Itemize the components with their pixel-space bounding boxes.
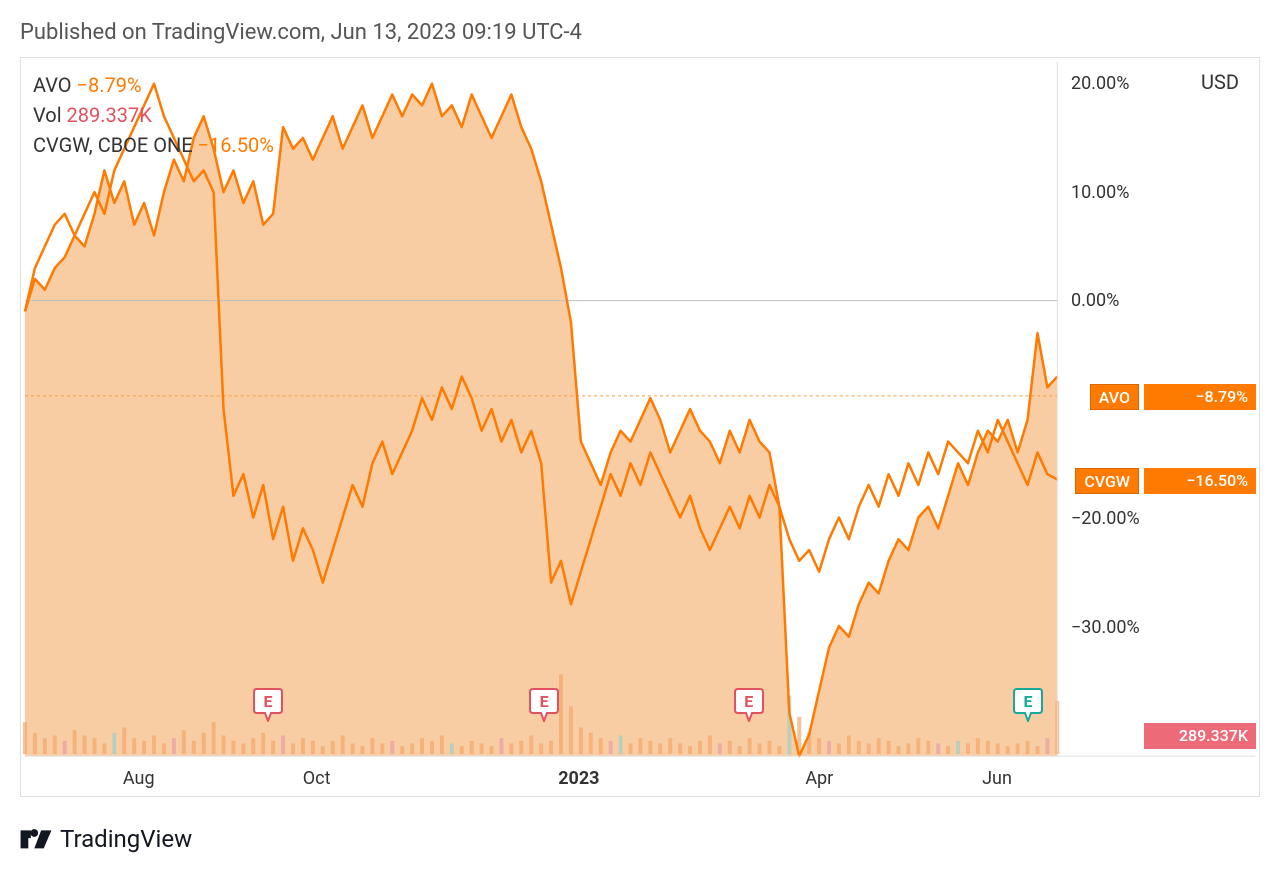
y-tick-label: 0.00% xyxy=(1071,290,1119,311)
price-tag-avo-label: AVO xyxy=(1090,384,1139,410)
x-tick-label: Aug xyxy=(123,768,155,789)
earnings-marker-icon[interactable]: E xyxy=(253,688,283,722)
legend-row-cvgw: CVGW, CBOE ONE −16.50% xyxy=(33,130,274,160)
price-tag-cvgw-value: −16.50% xyxy=(1144,468,1256,494)
x-tick-label: 2023 xyxy=(558,768,599,789)
legend-avo-ticker: AVO xyxy=(33,73,72,97)
price-tag-vol-value: 289.337K xyxy=(1144,723,1256,749)
price-tag-cvgw-label: CVGW xyxy=(1075,468,1139,494)
y-tick-label: −30.00% xyxy=(1071,617,1140,638)
legend-vol-value: 289.337K xyxy=(67,103,152,127)
x-tick-label: Oct xyxy=(303,768,331,789)
earnings-marker-icon[interactable]: E xyxy=(734,688,764,722)
legend-row-avo: AVO −8.79% xyxy=(33,70,274,100)
legend-cvgw-value: −16.50% xyxy=(198,133,274,157)
x-tick-label: Jun xyxy=(982,768,1012,789)
chart-container[interactable]: AVO −8.79% Vol 289.337K CVGW, CBOE ONE −… xyxy=(20,57,1260,797)
legend: AVO −8.79% Vol 289.337K CVGW, CBOE ONE −… xyxy=(33,70,274,160)
earnings-marker-icon[interactable]: E xyxy=(1013,688,1043,722)
x-tick-label: Apr xyxy=(805,768,833,789)
legend-avo-value: −8.79% xyxy=(77,73,142,97)
y-tick-label: 10.00% xyxy=(1071,182,1129,203)
legend-vol-ticker: Vol xyxy=(33,103,62,127)
published-header: Published on TradingView.com, Jun 13, 20… xyxy=(20,20,1260,45)
brand-text: TradingView xyxy=(60,825,192,853)
chart-svg xyxy=(21,58,1259,796)
brand-footer: TradingView xyxy=(20,825,1260,853)
y-tick-label: 20.00% xyxy=(1071,73,1129,94)
earnings-marker-icon[interactable]: E xyxy=(529,688,559,722)
legend-cvgw-ticker: CVGW, CBOE ONE xyxy=(33,133,193,157)
legend-row-vol: Vol 289.337K xyxy=(33,100,274,130)
y-axis-title: USD xyxy=(1201,70,1239,94)
y-tick-label: −20.00% xyxy=(1071,508,1140,529)
price-tag-avo-value: −8.79% xyxy=(1144,384,1256,410)
tradingview-logo-icon xyxy=(20,827,52,851)
